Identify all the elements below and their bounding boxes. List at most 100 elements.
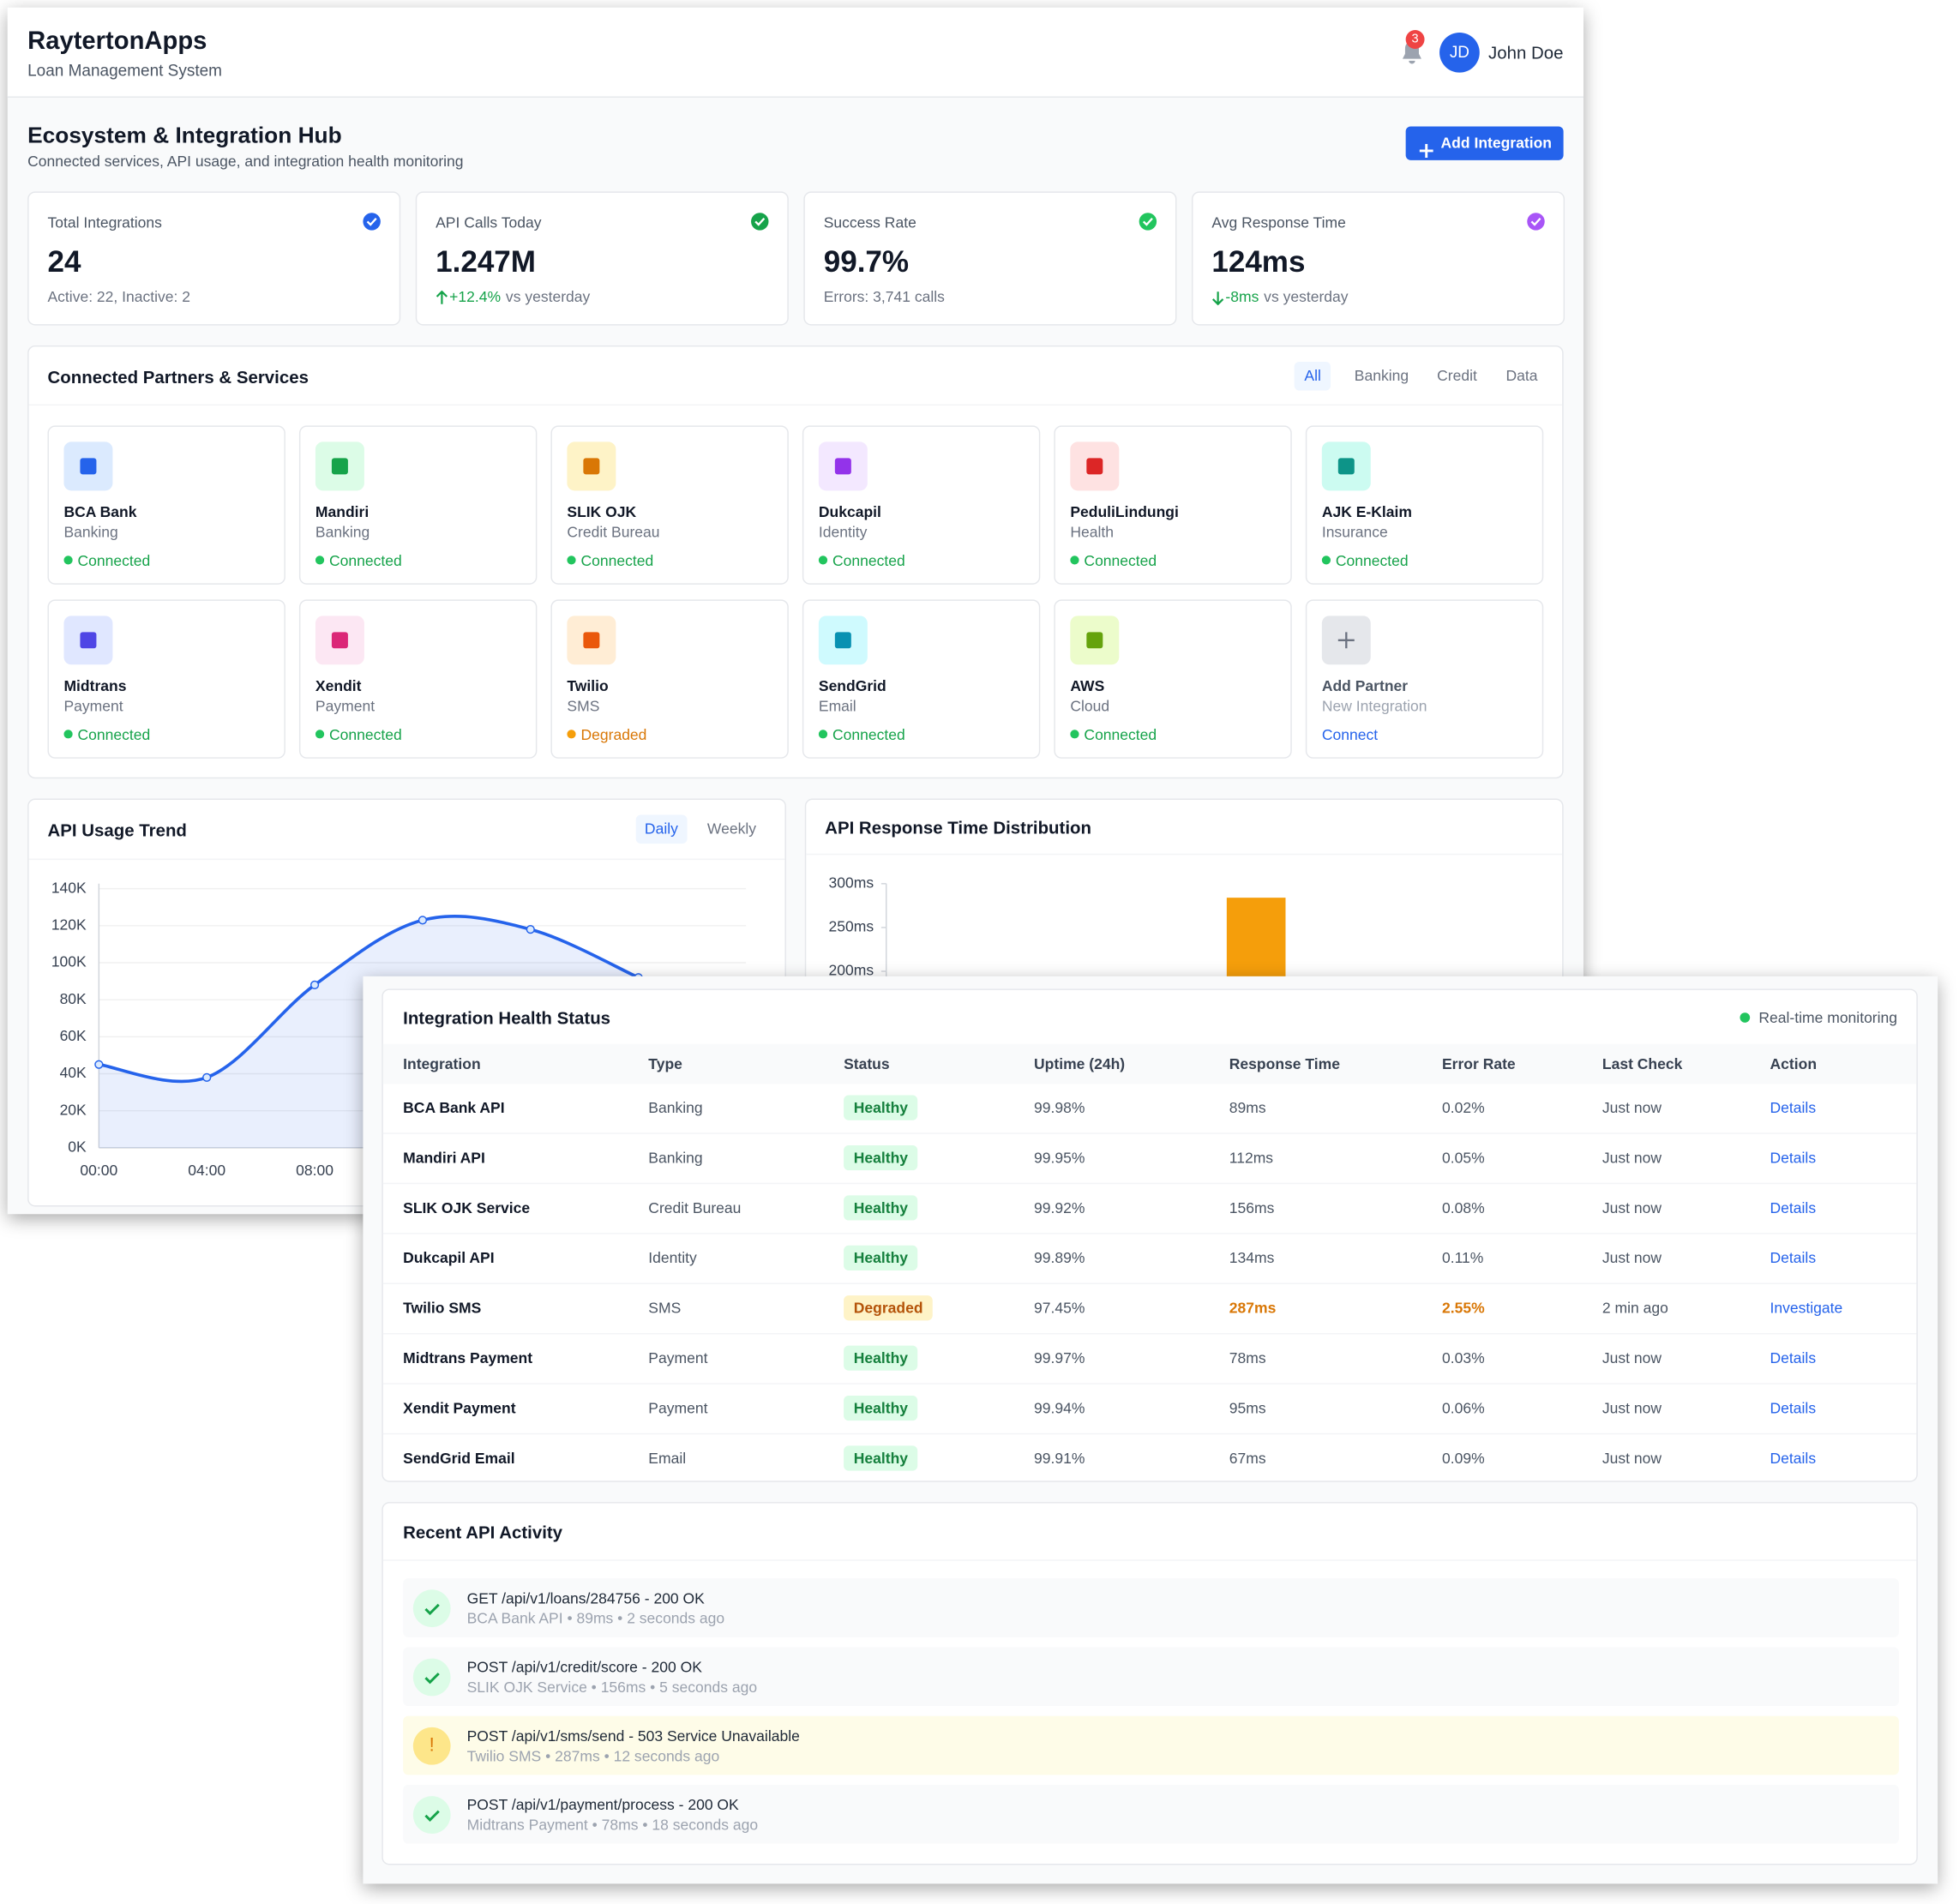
- row-divider: [382, 1233, 1917, 1234]
- point: [309, 980, 320, 990]
- add-icon: [1321, 616, 1371, 665]
- row-divider: [382, 1383, 1917, 1384]
- partner-icon: [1070, 441, 1120, 491]
- activity-item: ! POST /api/v1/sms/send - 503 Service Una…: [403, 1715, 1899, 1775]
- partner-tile[interactable]: AJK E-Klaim Insurance Connected: [1305, 425, 1544, 585]
- y-tick-label: 250ms: [829, 918, 874, 935]
- activity-meta: Twilio SMS • 287ms • 12 seconds ago: [466, 1747, 720, 1765]
- action-link[interactable]: Details: [1770, 1449, 1817, 1468]
- table-cell: 99.95%: [1034, 1149, 1085, 1167]
- avatar[interactable]: JD: [1439, 32, 1480, 73]
- partner-icon: [315, 441, 364, 491]
- stat-change: -8ms: [1225, 287, 1259, 306]
- filter-tab[interactable]: Credit: [1437, 366, 1477, 385]
- table-cell: 0.06%: [1441, 1399, 1485, 1417]
- action-link[interactable]: Details: [1770, 1348, 1817, 1367]
- partner-tile[interactable]: Dukcapil Identity Connected: [802, 425, 1041, 585]
- stat-value: 124ms: [1211, 245, 1306, 279]
- activity-title: GET /api/v1/loans/284756 - 200 OK: [466, 1589, 705, 1607]
- point: [94, 1060, 104, 1069]
- partner-tile[interactable]: Midtrans Payment Connected: [47, 599, 285, 759]
- user-name: John Doe: [1488, 42, 1564, 63]
- partner-tile[interactable]: Twilio SMS Degraded: [550, 599, 789, 759]
- stat-icon: [750, 212, 770, 231]
- table-header-row: [382, 1043, 1917, 1084]
- y-tick-label: 60K: [60, 1027, 87, 1044]
- table-cell: Dukcapil API: [403, 1249, 495, 1267]
- partner-glyph: [80, 632, 97, 649]
- stat-note: Active: 22, Inactive: 2: [47, 287, 191, 306]
- action-link[interactable]: Details: [1770, 1098, 1817, 1117]
- filter-tab[interactable]: Banking: [1354, 366, 1409, 385]
- stat-change: +12.4%: [449, 287, 502, 306]
- partner-icon: [63, 616, 113, 665]
- partner-type: Credit Bureau: [567, 523, 660, 541]
- stat-card: Success Rate 99.7% Errors: 3,741 calls: [803, 191, 1177, 326]
- table-cell: 156ms: [1229, 1198, 1275, 1217]
- partner-glyph: [80, 458, 97, 475]
- partner-name: Twilio: [567, 676, 609, 695]
- table-cell: 99.98%: [1034, 1098, 1085, 1117]
- partner-glyph: [331, 458, 348, 475]
- row-divider: [382, 1282, 1917, 1285]
- table-cell: 0.02%: [1441, 1098, 1485, 1117]
- status-dot: [1070, 730, 1079, 739]
- activity-title: Recent API Activity: [403, 1522, 563, 1542]
- filter-tab[interactable]: Data: [1505, 366, 1538, 385]
- table-cell: Just now: [1601, 1348, 1662, 1367]
- table-cell: 67ms: [1229, 1449, 1266, 1468]
- page-subtitle: Connected services, API usage, and integ…: [27, 153, 464, 171]
- action-link[interactable]: Details: [1770, 1249, 1817, 1267]
- table-cell: 89ms: [1229, 1098, 1266, 1117]
- partner-tile[interactable]: Xendit Payment Connected: [298, 599, 538, 759]
- row-divider: [382, 1182, 1917, 1185]
- partner-glyph: [1086, 632, 1103, 649]
- page-title: Ecosystem & Integration Hub: [27, 123, 342, 148]
- partner-glyph: [834, 458, 851, 475]
- action-link[interactable]: Details: [1770, 1198, 1817, 1217]
- action-link[interactable]: Details: [1770, 1149, 1817, 1167]
- stat-value: 1.247M: [436, 245, 536, 279]
- table-cell: 97.45%: [1034, 1299, 1085, 1317]
- chart-title: API Usage Trend: [47, 820, 187, 840]
- y-tick-label: 200ms: [829, 962, 874, 979]
- stat-label: Total Integrations: [47, 213, 162, 232]
- status-badge: Healthy: [844, 1195, 918, 1221]
- partner-tile[interactable]: AWS Cloud Connected: [1054, 599, 1292, 759]
- filter-tab[interactable]: All: [1294, 361, 1331, 391]
- chart-toggle[interactable]: Weekly: [706, 820, 757, 838]
- table-cell: SLIK OJK Service: [403, 1198, 531, 1217]
- action-link[interactable]: Investigate: [1770, 1299, 1843, 1317]
- partner-name: BCA Bank: [63, 502, 137, 521]
- arrow-glyph: [436, 290, 448, 304]
- connect-link[interactable]: Connect: [1321, 725, 1379, 744]
- x-tick-label: 00:00: [80, 1162, 117, 1179]
- partner-tile[interactable]: Add Partner New Integration Connect: [1305, 599, 1544, 759]
- partner-tile[interactable]: SLIK OJK Credit Bureau Connected: [550, 425, 789, 585]
- point: [202, 1072, 212, 1082]
- activity-title: POST /api/v1/credit/score - 200 OK: [466, 1658, 702, 1677]
- change-arrow: [1211, 289, 1224, 306]
- chart-toggle[interactable]: Daily: [635, 814, 688, 844]
- partners-title: Connected Partners & Services: [47, 366, 309, 387]
- partner-tile[interactable]: BCA Bank Banking Connected: [47, 425, 285, 585]
- row-divider: [382, 1332, 1917, 1335]
- add-integration-button[interactable]: Add Integration: [1405, 126, 1564, 160]
- partner-tile[interactable]: Mandiri Banking Connected: [298, 425, 538, 585]
- partner-type: Banking: [315, 523, 370, 541]
- partner-tile[interactable]: PeduliLindungi Health Connected: [1054, 425, 1292, 585]
- partner-name: AWS: [1070, 676, 1105, 695]
- table-cell: 99.91%: [1034, 1449, 1085, 1468]
- y-tick-label: 100K: [51, 953, 87, 970]
- action-link[interactable]: Details: [1770, 1399, 1817, 1417]
- partner-status: Connected: [1084, 725, 1157, 744]
- status-dot: [818, 730, 828, 739]
- partner-status: Connected: [1084, 551, 1157, 570]
- table-cell: 0.09%: [1441, 1449, 1485, 1468]
- table-cell: Just now: [1601, 1149, 1662, 1167]
- partner-name: Dukcapil: [818, 502, 881, 521]
- partner-tile[interactable]: SendGrid Email Connected: [802, 599, 1041, 759]
- activity-meta: SLIK OJK Service • 156ms • 5 seconds ago: [466, 1678, 758, 1697]
- stat-label: Success Rate: [823, 213, 916, 232]
- divider: [806, 853, 1563, 856]
